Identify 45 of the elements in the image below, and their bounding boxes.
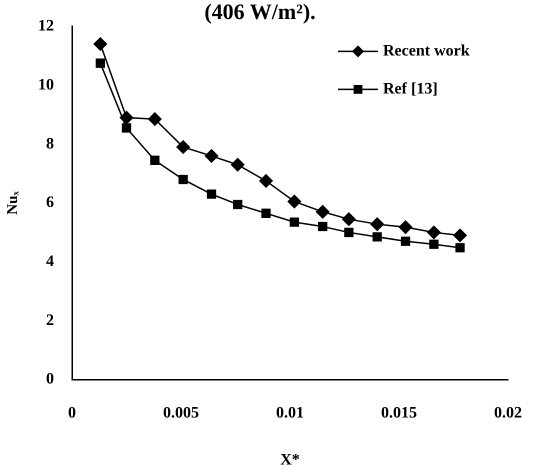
point [206,190,216,199]
point [176,140,190,154]
point [453,228,467,242]
x-tick-label: 0.005 [163,404,199,422]
point [342,212,356,226]
point [96,58,105,68]
point [290,217,299,227]
chart-title: (406 W/m²). [204,0,316,24]
point [230,158,244,172]
point [372,232,382,242]
x-tick-label: 0.02 [494,404,522,422]
legend-label: Ref [13] [383,80,438,98]
y-tick-label: 0 [46,370,54,388]
point [398,220,412,234]
point [178,174,188,184]
y-tick-label: 2 [46,312,54,329]
x-axis-title: X* [280,452,300,469]
point [259,174,273,188]
point [370,217,384,231]
point [148,112,162,126]
point [150,156,160,165]
point [427,226,441,240]
point [400,236,410,246]
point [261,208,271,218]
point [455,243,465,252]
point [120,110,134,124]
y-tick-label: 8 [46,135,54,152]
y-tick-label: 10 [38,76,54,94]
legend-label: Recent work [383,42,470,60]
x-tick-label: 0.015 [381,404,417,422]
point [204,149,218,163]
y-axis-title: Nuₓ [4,190,21,215]
point [94,37,108,51]
y-tick-label: 4 [46,253,54,270]
x-tick-label: 0.01 [276,404,304,422]
point [429,240,439,249]
y-tick-label: 12 [38,18,54,35]
point [122,123,132,133]
x-tick-label: 0 [68,404,76,422]
y-tick-label: 6 [46,194,54,212]
point [233,200,242,210]
point [288,194,302,208]
point [316,205,330,219]
point [318,222,328,232]
point [344,228,354,238]
